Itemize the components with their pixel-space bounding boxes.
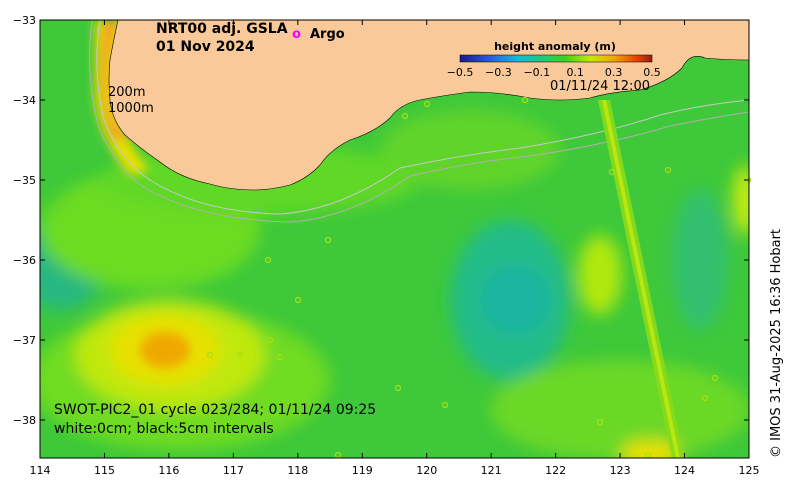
- colorbar-tick-label: 0.3: [605, 66, 623, 79]
- isobath-200m: [96, 20, 749, 215]
- argo-marker[interactable]: [521, 96, 529, 104]
- x-axis: 114 115 116 117 118 119 120 121 122 123 124 125: [30, 20, 760, 477]
- colorbar-tick-label: −0.1: [523, 66, 550, 79]
- map-title-line2: 01 Nov 2024: [156, 39, 255, 55]
- colorbar: height anomaly (m) −0.5 −0.3 −0.1 0.1 0.3 0.5…: [447, 40, 661, 94]
- argo-marker[interactable]: [423, 100, 431, 108]
- swot-swath-inner: [602, 100, 680, 458]
- colorbar-timestamp: 01/11/24 12:00: [550, 79, 650, 94]
- contour-label-1000m: 1000m: [108, 101, 154, 116]
- argo-marker[interactable]: [206, 351, 214, 359]
- argo-legend-label: Argo: [310, 27, 345, 42]
- bright-green-shelf: [380, 110, 560, 190]
- argo-markers: [206, 96, 752, 459]
- x-tick-label: 120: [416, 464, 437, 477]
- argo-marker[interactable]: [441, 401, 449, 409]
- argo-marker[interactable]: [701, 394, 709, 402]
- argo-marker[interactable]: [236, 351, 244, 359]
- swot-pass-info: SWOT-PIC2_01 cycle 023/284; 01/11/24 09:…: [54, 402, 376, 418]
- argo-legend-symbol: o: [292, 27, 301, 42]
- isobath-1000m: [89, 20, 749, 223]
- x-tick-label: 122: [545, 464, 566, 477]
- x-tick-label: 114: [30, 464, 51, 477]
- x-tick-label: 118: [287, 464, 308, 477]
- argo-marker[interactable]: [608, 168, 616, 176]
- x-tick-label: 123: [610, 464, 631, 477]
- argo-marker[interactable]: [401, 112, 409, 120]
- colorbar-title: height anomaly (m): [494, 40, 616, 53]
- x-tick-label: 117: [223, 464, 244, 477]
- x-tick-label: 115: [94, 464, 115, 477]
- map-title-line1: NRT00 adj. GSLA: [156, 21, 288, 37]
- teal-eddy-east: [672, 190, 728, 330]
- colorbar-tick-label: 0.1: [566, 66, 584, 79]
- x-tick-label: 121: [481, 464, 502, 477]
- argo-marker[interactable]: [324, 236, 332, 244]
- x-tick-label: 124: [674, 464, 695, 477]
- argo-marker[interactable]: [664, 166, 672, 174]
- contour-interval-info: white:0cm; black:5cm intervals: [54, 421, 274, 437]
- yellow-green-mid: [578, 235, 622, 315]
- y-tick-label: −38: [13, 414, 36, 427]
- height-anomaly-field: [40, 20, 749, 458]
- argo-marker[interactable]: [294, 296, 302, 304]
- y-tick-label: −33: [13, 14, 36, 27]
- teal-eddy-core: [480, 265, 550, 335]
- land-australia: [108, 20, 749, 191]
- y-tick-label: −34: [13, 94, 36, 107]
- y-tick-label: −35: [13, 174, 36, 187]
- argo-marker[interactable]: [711, 374, 719, 382]
- bright-green-se: [490, 360, 749, 458]
- y-tick-label: −37: [13, 334, 36, 347]
- contour-label-200m: 200m: [108, 85, 145, 100]
- orange-eddy-core: [140, 332, 190, 368]
- imos-credit: © IMOS 31-Aug-2025 16:36 Hobart: [769, 229, 784, 458]
- colorbar-tick-label: −0.5: [447, 66, 474, 79]
- coastal-orange-strip: [100, 20, 130, 140]
- x-tick-label: 116: [158, 464, 179, 477]
- yellow-south: [620, 440, 680, 458]
- plot-frame: [39, 19, 750, 459]
- y-tick-label: −36: [13, 254, 36, 267]
- colorbar-tick-label: −0.3: [485, 66, 512, 79]
- yellow-green-east: [733, 165, 749, 235]
- argo-marker[interactable]: [264, 256, 272, 264]
- argo-marker[interactable]: [596, 418, 604, 426]
- x-tick-label: 125: [739, 464, 760, 477]
- colorbar-gradient: [459, 54, 653, 63]
- y-axis: −33 −34 −35 −36 −37 −38: [13, 14, 749, 427]
- argo-marker[interactable]: [394, 384, 402, 392]
- colorbar-tick-label: 0.5: [643, 66, 661, 79]
- argo-marker[interactable]: [266, 336, 274, 344]
- x-tick-label: 119: [352, 464, 373, 477]
- argo-marker[interactable]: [276, 353, 284, 361]
